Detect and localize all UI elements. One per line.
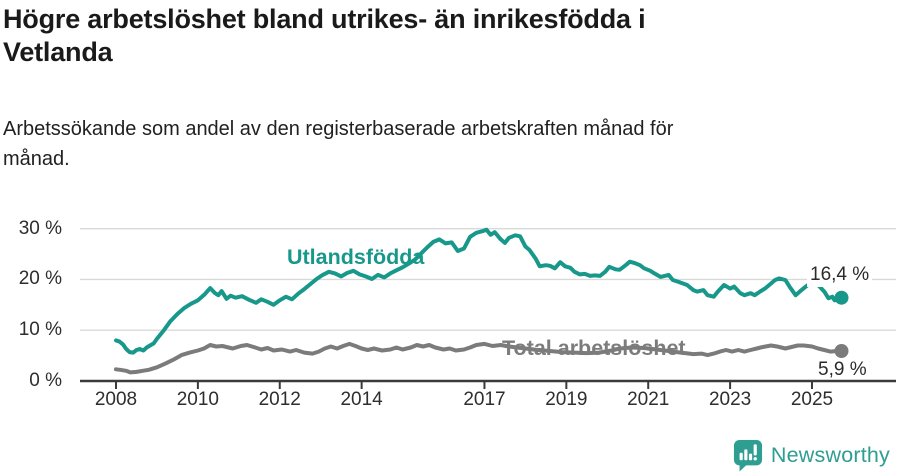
page-title-line1: Högre arbetslöshet bland utrikes- än inr… [3, 4, 646, 34]
y-axis-label-10: 10 % [18, 319, 62, 341]
chart-subtitle-line2: månad. [3, 148, 70, 170]
series-label-utlandsfodda: Utlandsfödda [287, 245, 425, 269]
end-value-label-utlandsfodda: 16,4 % [807, 263, 873, 287]
series-line-0 [114, 227, 844, 355]
x-axis-label-2010: 2010 [176, 389, 220, 410]
newsworthy-brand-label: Newsworthy [770, 442, 890, 467]
x-axis-label-2021: 2021 [627, 389, 670, 410]
x-axis-label-2008: 2008 [94, 389, 138, 410]
x-axis-label-2012: 2012 [258, 389, 301, 410]
x-axis [80, 379, 896, 389]
x-axis-label-2023: 2023 [708, 389, 752, 410]
x-axis-label-2019: 2019 [545, 389, 588, 410]
x-axis-label-2017: 2017 [463, 389, 506, 410]
x-axis-label-2025: 2025 [790, 389, 834, 410]
y-axis-label-0: 0 % [29, 370, 62, 391]
newsworthy-logo-icon [733, 439, 762, 471]
series-label-total-arbetsloshet: Total arbetslöshet [502, 336, 686, 360]
series-end-dot-1 [834, 344, 849, 358]
series-line-1 [114, 341, 844, 375]
newsworthy-brand-link[interactable]: Newsworthy [733, 438, 890, 472]
y-axis-label-20: 20 % [18, 268, 62, 290]
series-lines [114, 227, 849, 375]
chart-subtitle: Arbetssökande som andel av den registerb… [3, 114, 843, 174]
page-title: Högre arbetslöshet bland utrikes- än inr… [3, 3, 883, 69]
page-title-line2: Vetlanda [3, 37, 113, 67]
chart-subtitle-line1: Arbetssökande som andel av den registerb… [3, 118, 674, 140]
series-end-dot-0 [834, 290, 849, 305]
end-value-label-total: 5,9 % [818, 359, 867, 380]
x-axis-label-2014: 2014 [340, 389, 383, 410]
y-axis-label-30: 30 % [18, 217, 62, 239]
